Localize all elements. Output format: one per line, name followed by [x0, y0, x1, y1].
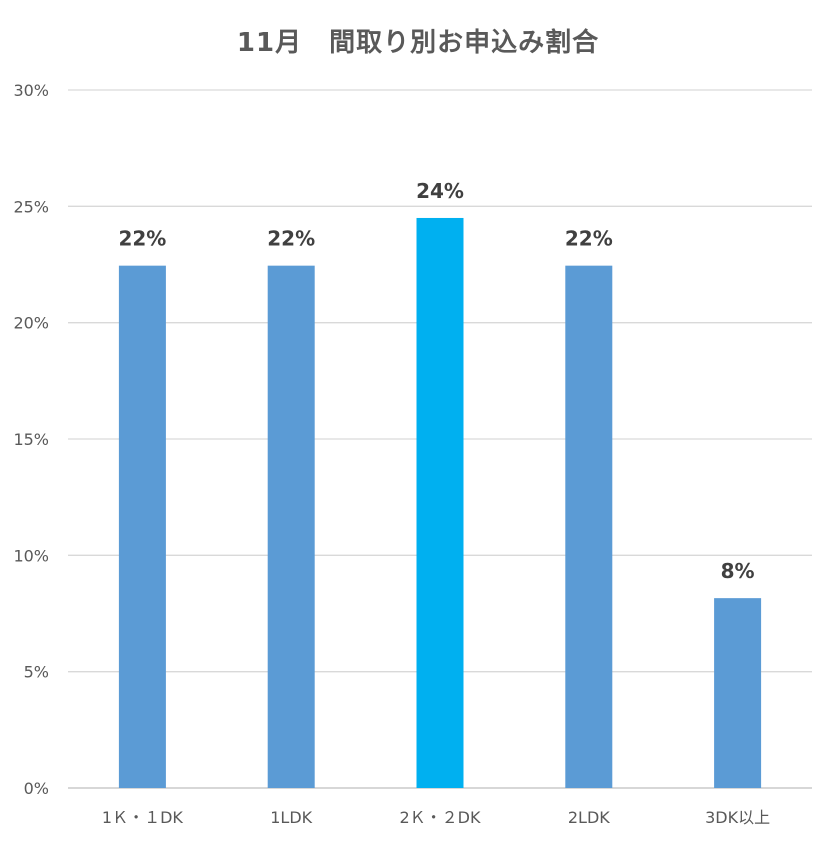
y-tick-label: 10%: [13, 546, 49, 565]
data-label: 8%: [721, 559, 755, 583]
y-tick-label: 25%: [13, 197, 49, 216]
category-label: 1LDK: [270, 808, 312, 827]
bar: [714, 598, 762, 788]
category-label: 1Ｋ・１DK: [102, 808, 184, 827]
bar: [118, 265, 166, 788]
data-label: 22%: [565, 227, 613, 251]
y-tick-label: 30%: [13, 81, 49, 100]
y-tick-label: 5%: [24, 663, 49, 682]
category-label: 3DK以上: [705, 808, 770, 827]
bar: [267, 265, 315, 788]
category-label: 2Ｋ・２DK: [400, 808, 482, 827]
y-tick-label: 0%: [24, 779, 49, 798]
bar: [565, 265, 613, 788]
data-label: 22%: [118, 227, 166, 251]
bar: [416, 217, 464, 788]
data-label: 24%: [416, 179, 464, 203]
data-label: 22%: [267, 227, 315, 251]
y-tick-label: 15%: [13, 430, 49, 449]
category-label: 2LDK: [568, 808, 610, 827]
chart-title: 11月 間取り別お申込み割合: [236, 28, 600, 58]
y-tick-label: 20%: [13, 314, 49, 333]
